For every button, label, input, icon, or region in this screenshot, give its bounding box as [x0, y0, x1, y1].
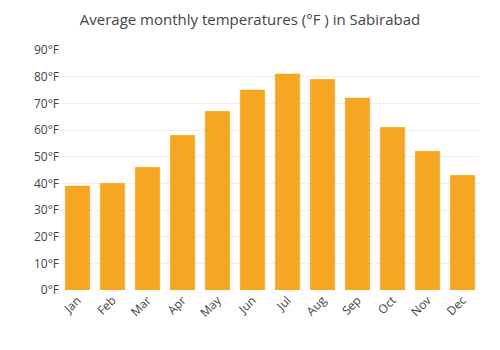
- svg-text:Sep: Sep: [338, 292, 365, 319]
- svg-text:0°F: 0°F: [41, 281, 59, 298]
- svg-text:Oct: Oct: [374, 292, 400, 318]
- svg-text:Mar: Mar: [127, 292, 155, 320]
- svg-text:Jul: Jul: [272, 292, 294, 314]
- svg-text:80°F: 80°F: [34, 68, 59, 85]
- svg-text:90°F: 90°F: [34, 41, 59, 58]
- svg-text:Feb: Feb: [93, 292, 119, 318]
- svg-text:Apr: Apr: [164, 292, 190, 318]
- svg-text:30°F: 30°F: [34, 201, 59, 218]
- svg-text:Average monthly temperatures (: Average monthly temperatures (°F ) in Sa…: [80, 9, 420, 29]
- svg-text:Aug: Aug: [302, 292, 330, 320]
- svg-text:Dec: Dec: [443, 292, 470, 319]
- svg-text:40°F: 40°F: [34, 175, 59, 192]
- svg-text:Jan: Jan: [60, 292, 85, 317]
- svg-text:60°F: 60°F: [34, 121, 59, 138]
- svg-text:20°F: 20°F: [34, 228, 59, 245]
- svg-text:50°F: 50°F: [34, 148, 59, 165]
- svg-text:70°F: 70°F: [34, 95, 59, 112]
- svg-text:10°F: 10°F: [34, 255, 59, 272]
- svg-text:Jun: Jun: [234, 292, 259, 317]
- svg-text:May: May: [196, 291, 225, 320]
- svg-text:Nov: Nov: [407, 292, 435, 320]
